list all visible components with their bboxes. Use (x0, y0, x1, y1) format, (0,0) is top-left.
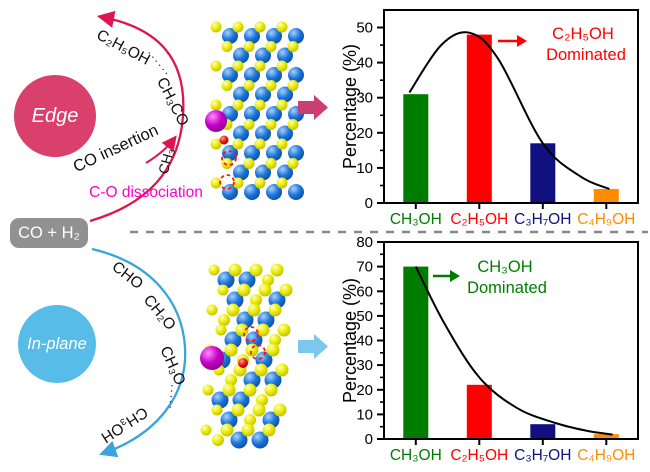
y-tick-label: 0 (365, 195, 373, 212)
dominated-annotation-line: Dominated (467, 279, 547, 297)
inplane-site-badge: In-plane (18, 305, 96, 383)
fit-curve (414, 266, 613, 436)
y-tick-label: 20 (356, 125, 373, 142)
bar-2 (530, 424, 556, 439)
bar-3 (593, 434, 619, 439)
bar-chart-svg: 0 10 20 30 40 50 60 70 80 CH₃OH C₂H₅OH C₃H₇OH C₄H₉OH… (340, 234, 639, 464)
fit-curve (408, 31, 610, 190)
y-tick-label: 20 (356, 382, 373, 399)
dominated-annotation-line: Dominated (546, 46, 626, 64)
x-category-label: C₃H₇OH (514, 447, 571, 464)
edge-pathway-arc (89, 10, 185, 223)
y-tick-label: 10 (356, 406, 373, 423)
inplane-structure-graphic (200, 263, 293, 449)
inplane-pathway-arc (91, 247, 187, 458)
y-tick-label: 70 (356, 259, 373, 276)
inplane-product-bar-chart: 0 10 20 30 40 50 60 70 80 CH₃OH C₂H₅OH C₃H₇OH C₄H₉OH… (340, 234, 650, 472)
y-tick-label: 80 (356, 236, 373, 251)
bar-1 (466, 34, 492, 203)
y-tick-label: 60 (356, 283, 373, 300)
x-category-label: C₃H₇OH (514, 211, 571, 228)
y-axis-title: Percentage (%) (340, 278, 360, 403)
y-tick-label: 30 (356, 90, 373, 107)
co-dissociation-label: C-O dissociation (89, 184, 203, 201)
inplane-site-label: In-plane (27, 334, 87, 353)
co-insertion-arrow (145, 135, 177, 164)
bar-chart-svg: 0 10 20 30 40 50 CH₃OH C₂H₅OH C₃H₇OH C₄H₉OH Percen… (340, 9, 639, 228)
edge-result-block-arrow (298, 95, 328, 120)
bar-2 (530, 143, 556, 203)
x-category-label: CH₃OH (390, 447, 442, 464)
x-category-label: C₄H₉OH (577, 211, 635, 228)
y-tick-label: 40 (356, 55, 373, 72)
bar-0 (403, 94, 429, 203)
x-category-label: CH₃OH (390, 211, 442, 228)
y-axis-title: Percentage (%) (340, 44, 360, 169)
edge-site-label: Edge (31, 104, 79, 127)
y-tick-label: 50 (356, 20, 373, 37)
y-tick-label: 40 (356, 333, 373, 350)
reaction-steps-dots-inplane: ····· (163, 383, 181, 411)
x-category-label: C₂H₅OH (450, 447, 508, 464)
dominated-annotation-line: CH₃OH (477, 258, 532, 276)
edge-site-badge: Edge (14, 75, 96, 157)
feed-box: CO + H₂ (10, 218, 88, 248)
y-tick-label: 30 (356, 357, 373, 374)
bar-1 (466, 384, 492, 439)
y-tick-label: 10 (356, 160, 373, 177)
dominated-annotation-line: C₂H₅OH (552, 25, 614, 43)
bar-3 (593, 189, 619, 203)
y-tick-label: 50 (356, 308, 373, 325)
y-tick-label: 0 (365, 431, 373, 448)
edge-product-bar-chart: 0 10 20 30 40 50 CH₃OH C₂H₅OH C₃H₇OH C₄H₉OH Percen… (340, 0, 650, 234)
x-category-label: C₂H₅OH (450, 211, 508, 228)
x-category-label: C₄H₉OH (577, 447, 635, 464)
edge-structure-graphic (205, 21, 304, 200)
bar-0 (403, 266, 429, 439)
feed-label: CO + H₂ (18, 223, 80, 242)
plot-frame (383, 9, 639, 204)
inplane-result-block-arrow (298, 334, 328, 359)
